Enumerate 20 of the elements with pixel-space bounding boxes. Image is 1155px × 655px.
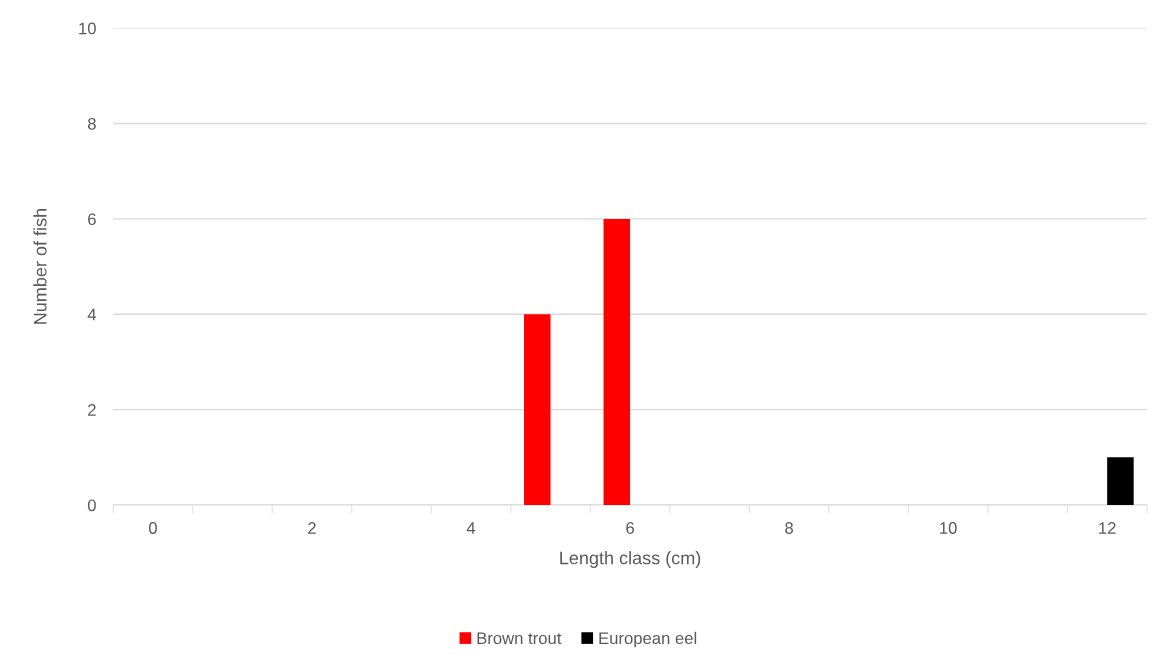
x-tick-label: 0 <box>148 522 157 534</box>
legend-label: Brown trout <box>477 632 562 645</box>
x-axis-title: Length class (cm) <box>560 551 701 568</box>
y-tick-label: 6 <box>88 213 96 226</box>
x-tick-label: 4 <box>466 522 476 534</box>
x-tick-label: 8 <box>785 522 793 534</box>
bar <box>524 314 551 505</box>
x-tick-label: 12 <box>1099 522 1116 534</box>
legend-label: European eel <box>599 631 697 648</box>
y-axis-title: Number of fish <box>33 209 47 324</box>
x-tick-label: 2 <box>308 522 316 534</box>
x-tick-label: 6 <box>626 522 634 534</box>
y-tick-label: 8 <box>87 117 96 130</box>
y-tick-label: 10 <box>79 22 96 35</box>
x-tick-label: 10 <box>940 522 957 534</box>
y-tick-label: 2 <box>88 404 96 416</box>
bar <box>603 218 631 505</box>
bar <box>1107 457 1134 505</box>
y-tick-label: 0 <box>87 499 96 512</box>
y-tick-label: 4 <box>87 308 97 321</box>
